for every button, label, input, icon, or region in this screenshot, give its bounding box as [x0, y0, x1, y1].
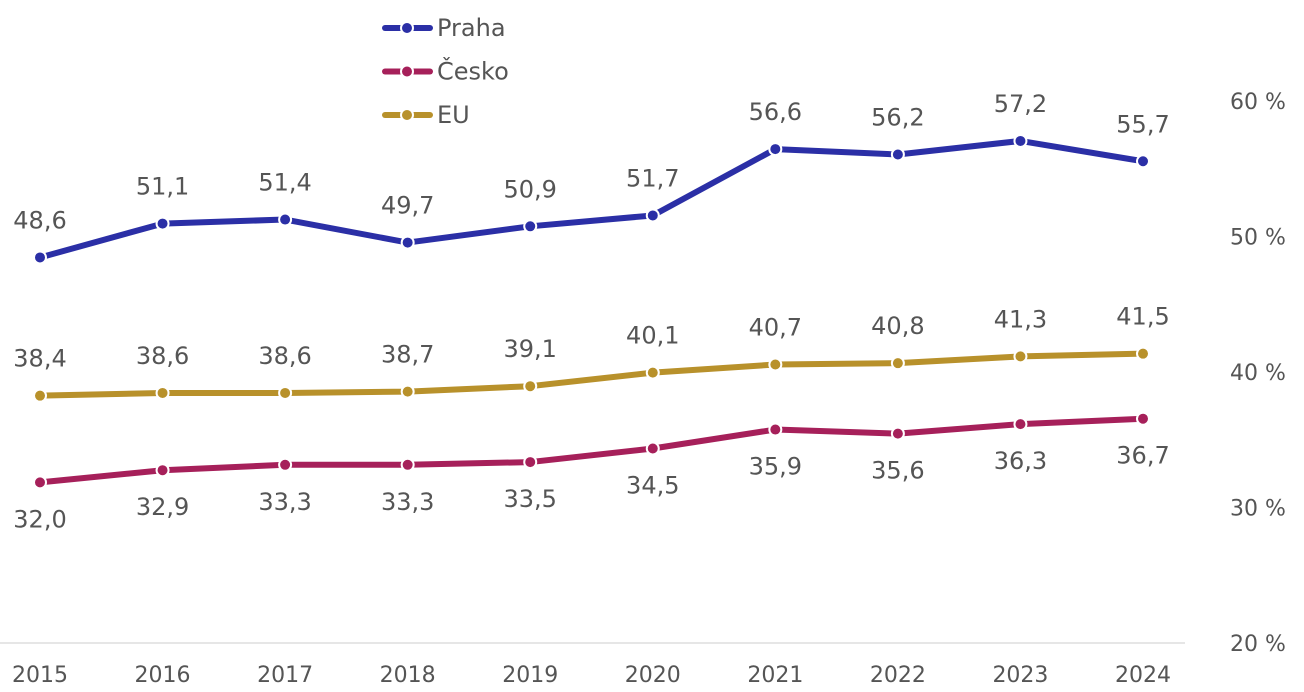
data-label: 57,2	[994, 90, 1047, 118]
data-label: 32,9	[136, 493, 189, 521]
data-label: 35,9	[749, 453, 802, 481]
data-label: 38,6	[258, 342, 311, 370]
legend-label: EU	[437, 101, 470, 129]
legend-label: Praha	[437, 14, 506, 42]
data-point	[1136, 154, 1150, 169]
x-tick-label: 2022	[870, 663, 926, 688]
x-tick-label: 2020	[625, 663, 681, 688]
legend-label: Česko	[437, 56, 509, 86]
x-tick-label: 2018	[380, 663, 436, 688]
data-label: 36,3	[994, 447, 1047, 475]
x-tick-label: 2016	[135, 663, 191, 688]
data-label: 33,5	[504, 485, 557, 513]
data-point	[400, 384, 415, 399]
x-tick-label: 2024	[1115, 663, 1171, 688]
data-label: 51,1	[136, 173, 189, 201]
data-label: 36,7	[1116, 442, 1169, 470]
data-point	[278, 457, 293, 472]
y-tick-label: 40 %	[1230, 361, 1286, 386]
data-point	[768, 422, 783, 437]
data-point	[155, 216, 170, 231]
data-label: 39,1	[504, 335, 557, 363]
x-tick-label: 2019	[502, 663, 558, 688]
data-point	[278, 212, 293, 227]
data-label: 51,4	[258, 169, 311, 197]
x-tick-label: 2023	[992, 663, 1048, 688]
data-point	[645, 208, 660, 223]
data-label: 34,5	[626, 472, 679, 500]
data-point	[768, 357, 783, 372]
data-point	[890, 426, 905, 441]
data-label: 55,7	[1116, 110, 1169, 138]
x-tick-label: 2017	[257, 663, 313, 688]
data-label: 40,1	[626, 322, 679, 350]
data-point	[400, 235, 415, 250]
data-point	[645, 441, 660, 456]
y-tick-label: 50 %	[1230, 226, 1286, 251]
legend-marker	[400, 64, 414, 79]
data-label: 48,6	[13, 206, 66, 234]
data-point	[1013, 349, 1028, 364]
data-label: 38,6	[136, 342, 189, 370]
data-point	[1013, 417, 1028, 432]
y-tick-label: 30 %	[1230, 497, 1286, 522]
series-line	[37, 415, 1146, 486]
y-tick-label: 20 %	[1230, 632, 1286, 657]
series-line	[37, 350, 1146, 399]
data-point	[33, 475, 47, 490]
data-label: 56,2	[871, 103, 924, 131]
data-label: 51,7	[626, 164, 679, 192]
data-point	[155, 463, 170, 478]
data-point	[1013, 133, 1028, 148]
data-label: 49,7	[381, 192, 434, 220]
data-point	[1136, 411, 1150, 426]
y-tick-label: 60 %	[1230, 90, 1286, 115]
series-line	[37, 137, 1146, 261]
data-label: 35,6	[871, 457, 924, 485]
data-label: 33,3	[258, 488, 311, 516]
data-point	[400, 457, 415, 472]
data-point	[1136, 346, 1150, 361]
data-point	[278, 385, 293, 400]
data-point	[155, 385, 170, 400]
data-point	[523, 455, 538, 470]
data-label: 50,9	[504, 175, 557, 203]
data-label: 40,7	[749, 314, 802, 342]
x-tick-label: 2021	[747, 663, 803, 688]
x-tick-label: 2015	[12, 663, 68, 688]
legend-marker	[400, 108, 414, 122]
data-label: 56,6	[749, 98, 802, 126]
data-point	[768, 142, 783, 157]
data-label: 38,7	[381, 341, 434, 369]
legend-marker	[400, 21, 414, 35]
data-label: 38,4	[13, 345, 66, 373]
data-label: 41,3	[994, 305, 1047, 333]
data-point	[645, 365, 660, 380]
data-point	[523, 379, 538, 394]
data-point	[33, 250, 47, 265]
data-label: 40,8	[871, 312, 924, 340]
data-point	[890, 147, 905, 162]
data-point	[523, 219, 538, 234]
data-label: 41,5	[1116, 303, 1169, 331]
data-label: 32,0	[13, 505, 66, 533]
data-point	[33, 388, 47, 403]
data-label: 33,3	[381, 488, 434, 516]
data-point	[890, 356, 905, 371]
